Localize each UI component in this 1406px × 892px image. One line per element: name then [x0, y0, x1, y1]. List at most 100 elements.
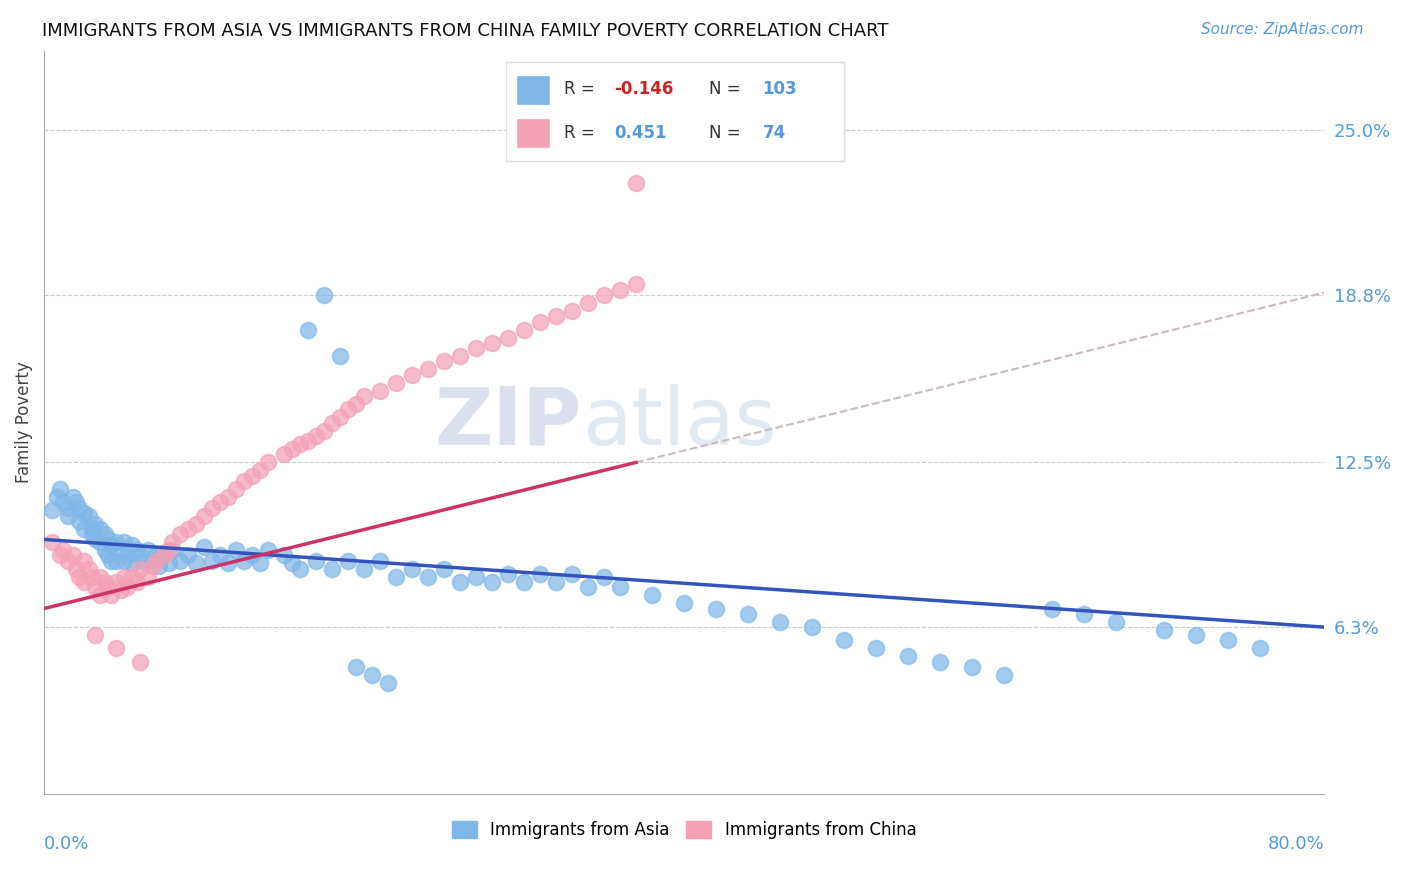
Point	[993, 668, 1015, 682]
Point	[100, 554, 122, 568]
Point	[513, 574, 536, 589]
Point	[273, 549, 295, 563]
Point	[100, 538, 122, 552]
Point	[41, 535, 63, 549]
Point	[546, 574, 568, 589]
Point	[361, 668, 384, 682]
Text: R =: R =	[564, 80, 599, 98]
Point	[377, 676, 399, 690]
Point	[148, 559, 170, 574]
Point	[82, 569, 104, 583]
Point	[84, 516, 107, 531]
Text: 74: 74	[762, 124, 786, 142]
Text: IMMIGRANTS FROM ASIA VS IMMIGRANTS FROM CHINA FAMILY POVERTY CORRELATION CHART: IMMIGRANTS FROM ASIA VS IMMIGRANTS FROM …	[42, 22, 889, 40]
Point	[157, 557, 180, 571]
Point	[513, 323, 536, 337]
Point	[297, 323, 319, 337]
Point	[49, 549, 72, 563]
Point	[593, 569, 616, 583]
Point	[329, 349, 352, 363]
Point	[281, 442, 304, 457]
Point	[257, 543, 280, 558]
Point	[281, 557, 304, 571]
Point	[433, 562, 456, 576]
Point	[177, 522, 200, 536]
Point	[960, 660, 983, 674]
Point	[49, 482, 72, 496]
Point	[353, 389, 375, 403]
Point	[84, 580, 107, 594]
Point	[865, 641, 887, 656]
Point	[100, 588, 122, 602]
Point	[67, 569, 90, 583]
Point	[41, 503, 63, 517]
Point	[496, 330, 519, 344]
Point	[305, 554, 328, 568]
Point	[240, 468, 263, 483]
Point	[65, 495, 87, 509]
Point	[288, 562, 311, 576]
Point	[481, 335, 503, 350]
Point	[89, 535, 111, 549]
Point	[329, 410, 352, 425]
Point	[105, 535, 128, 549]
Point	[1153, 623, 1175, 637]
Point	[121, 557, 143, 571]
Point	[233, 474, 256, 488]
Point	[337, 402, 360, 417]
Point	[465, 569, 488, 583]
Point	[105, 641, 128, 656]
Point	[73, 522, 96, 536]
Point	[737, 607, 759, 621]
Point	[209, 495, 232, 509]
Point	[401, 368, 423, 382]
Point	[153, 549, 176, 563]
Point	[153, 546, 176, 560]
Point	[77, 508, 100, 523]
Point	[433, 354, 456, 368]
Point	[62, 549, 84, 563]
Point	[142, 554, 165, 568]
Point	[449, 349, 471, 363]
Point	[416, 362, 439, 376]
Point	[67, 514, 90, 528]
Text: 80.0%: 80.0%	[1267, 836, 1324, 854]
Point	[801, 620, 824, 634]
Point	[56, 508, 79, 523]
Point	[142, 559, 165, 574]
Point	[576, 580, 599, 594]
Point	[624, 177, 647, 191]
Point	[481, 574, 503, 589]
Point	[105, 554, 128, 568]
Point	[73, 506, 96, 520]
Point	[121, 569, 143, 583]
Point	[105, 574, 128, 589]
Point	[401, 562, 423, 576]
Point	[77, 562, 100, 576]
Point	[321, 416, 343, 430]
Point	[84, 533, 107, 547]
Point	[129, 655, 152, 669]
Point	[273, 447, 295, 461]
Point	[73, 574, 96, 589]
Point	[132, 554, 155, 568]
Point	[641, 588, 664, 602]
Text: R =: R =	[564, 124, 605, 142]
Point	[929, 655, 952, 669]
Point	[225, 543, 247, 558]
Text: Source: ZipAtlas.com: Source: ZipAtlas.com	[1201, 22, 1364, 37]
Point	[1105, 615, 1128, 629]
Point	[112, 554, 135, 568]
Point	[297, 434, 319, 449]
Point	[121, 538, 143, 552]
Point	[97, 580, 120, 594]
FancyBboxPatch shape	[516, 75, 550, 104]
Point	[169, 527, 191, 541]
Point	[1249, 641, 1271, 656]
Point	[240, 549, 263, 563]
Point	[193, 508, 215, 523]
Point	[112, 569, 135, 583]
Point	[82, 527, 104, 541]
Point	[249, 557, 271, 571]
Text: N =: N =	[709, 124, 745, 142]
